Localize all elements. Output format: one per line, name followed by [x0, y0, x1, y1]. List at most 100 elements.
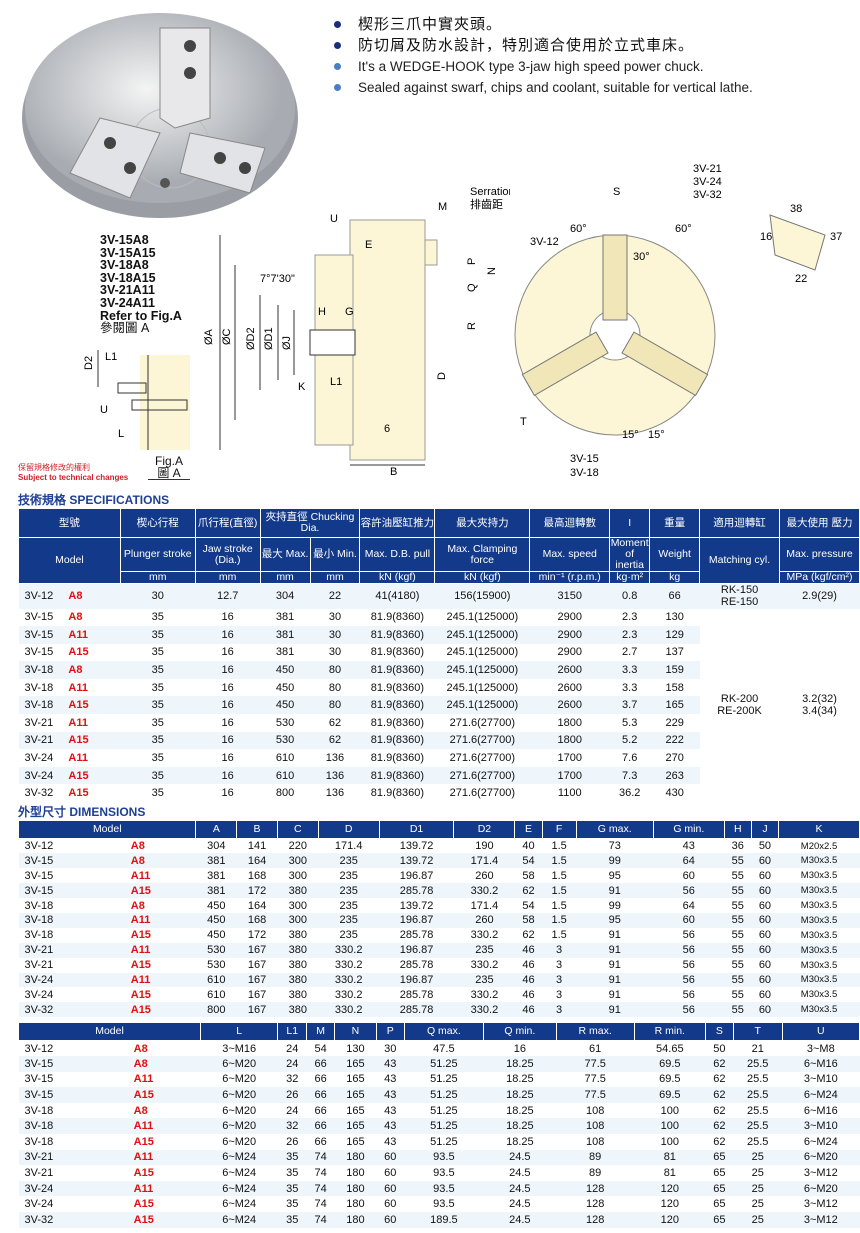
spec-cell: 81.9(8360) — [370, 681, 425, 694]
dimension-cell: 235 — [318, 912, 380, 928]
dimension-cell: 69.5 — [634, 1056, 706, 1072]
dimension-cell: 65 — [713, 1198, 726, 1211]
model-label: 3V-18A15 — [100, 270, 156, 285]
spec-cell: 2900 — [557, 611, 582, 624]
spec-cell: 16 — [195, 696, 261, 715]
max-pressure-cell: 3.2(32) 3.4(34) — [779, 608, 860, 803]
dimension-cell: 260 — [475, 869, 494, 882]
dimension-cell: 1.5 — [551, 929, 567, 942]
header-unit: mm — [259, 571, 311, 584]
drawing-label: ØA — [203, 328, 215, 345]
dimension-cell: 180 — [334, 1212, 377, 1228]
dimension-cell: 180 — [346, 1167, 365, 1180]
column-header: H — [723, 820, 752, 839]
drawing-label: 排齒距 — [470, 197, 503, 211]
dimension-cell: 25 — [733, 1212, 783, 1228]
max-pressure: 3.2(32) — [802, 693, 837, 706]
dimension-cell: 16 — [513, 1042, 526, 1055]
dimension-cell: 235 — [453, 942, 515, 958]
model-cell: 3V-18 — [18, 1118, 134, 1135]
dimension-cell: 55 — [731, 869, 744, 882]
dimension-cell: 62 — [705, 1118, 734, 1135]
matching-cyl: RK-200 — [720, 693, 759, 706]
dimension-cell: 25.5 — [747, 1104, 769, 1117]
dimension-cell: 6~M20 — [222, 1073, 257, 1086]
column-header: Q min. — [483, 1022, 557, 1041]
dimension-cell: 56 — [682, 988, 695, 1001]
spec-cell: 530 — [275, 716, 295, 729]
spec-cell: 81.9(8360) — [359, 766, 435, 785]
dimension-cell: 381 — [195, 853, 237, 869]
spec-cell: 30 — [328, 611, 342, 624]
dimension-cell: 171.4 — [334, 840, 363, 853]
drawing-label: D — [436, 372, 448, 380]
spec-cell: 430 — [665, 787, 684, 800]
spec-row: 3V-12 A8 30 12.7 304 22 41(4180) 156(15900) 3150… — [18, 583, 860, 609]
dimension-cell: 61 — [589, 1042, 602, 1055]
header-unit: mm — [194, 571, 261, 584]
header-unit: kg — [649, 571, 701, 584]
model-cell: 3V-32 — [24, 787, 54, 800]
dimension-cell: 108 — [585, 1104, 605, 1117]
spec-cell: 7.6 — [622, 752, 638, 765]
dimension-cell: M30x3.5 — [778, 972, 860, 988]
dimension-cell: 91 — [576, 883, 654, 899]
model-suffix: A15 — [133, 1135, 154, 1148]
dimension-cell: 380 — [288, 959, 307, 972]
dimension-cell: 35 — [286, 1167, 299, 1180]
model-suffix: A15 — [68, 731, 121, 750]
dimension-cell: 56 — [653, 972, 725, 988]
dimension-cell: 25.5 — [733, 1087, 783, 1103]
dimension-row: 3V-18 A15 450 172 380 235 285.78 330.2 62 1.5 91 56… — [19, 928, 860, 943]
dimension-cell: 167 — [236, 1002, 278, 1018]
spec-cell: 1800 — [529, 731, 610, 750]
header-zh: 容許油壓缸推力 — [359, 508, 436, 538]
model-cell: 3V-18 — [18, 912, 131, 928]
note-zh: 保留規格修改的權利 — [18, 463, 90, 472]
matching-cyl-cell: RK-150 RE-150 — [699, 583, 780, 609]
header-unit: MPa (kgf/cm²) — [779, 571, 860, 584]
dimension-cell: 35 — [277, 1212, 307, 1228]
column-header: P — [375, 1022, 405, 1041]
refer-label: Refer to Fig.A — [100, 308, 182, 323]
spec-cell: 35 — [120, 661, 196, 679]
dimension-cell: 1.5 — [551, 840, 567, 853]
spec-cell: 222 — [649, 731, 700, 750]
spec-cell: 800 — [275, 787, 295, 800]
spec-cell: 2.3 — [622, 611, 638, 624]
spec-cell: 136 — [310, 766, 360, 785]
drawing-label: ØJ — [281, 336, 293, 350]
dimension-cell: 3 — [556, 988, 563, 1001]
dimension-cell: 196.87 — [379, 942, 454, 958]
dimension-cell: 95 — [576, 912, 654, 928]
dimension-row: 3V-18 A15 6~M20 26 66 165 43 51.25 18.25 108 100 62… — [19, 1134, 860, 1150]
header-unit: kN (kgf) — [434, 571, 531, 584]
specifications-title: 技術規格 SPECIFICATIONS — [18, 493, 170, 507]
dimension-cell: 30 — [384, 1042, 397, 1055]
dimension-cell: M30x3.5 — [778, 942, 860, 958]
drawing-label: Serration Pitch — [470, 186, 510, 198]
spec-cell: 5.2 — [609, 731, 650, 750]
dimension-cell: 165 — [334, 1056, 377, 1072]
spec-cell: 7.3 — [609, 766, 650, 785]
drawing-label: L1 — [105, 351, 117, 363]
dimension-cell: 25 — [751, 1167, 764, 1180]
dimension-cell: 74 — [306, 1149, 335, 1166]
spec-cell: 35 — [120, 731, 196, 750]
spec-cell: 81.9(8360) — [370, 646, 425, 659]
model-suffix: A11 — [133, 1180, 201, 1197]
drawing-label: K — [298, 381, 306, 393]
dimension-cell: 93.5 — [433, 1167, 455, 1180]
dimension-cell: 43 — [376, 1118, 405, 1135]
spec-cell: 81.9(8360) — [370, 752, 425, 765]
model-suffix: A15 — [68, 787, 89, 800]
dimension-cell: 25 — [751, 1198, 764, 1211]
drawing-label: 7°7'30" — [260, 273, 295, 285]
header-zh: 適用迴轉缸 — [699, 508, 780, 538]
drawing-label: P — [466, 258, 478, 265]
spec-cell: 381 — [260, 626, 311, 644]
dimensions-table-1: Model A B C D D1 D2 E F G max. G min. H J K 3V-12 A8 304… — [17, 820, 860, 1018]
dimension-row: 3V-18 A11 6~M20 32 66 165 43 51.25 18.25 108 100 62… — [18, 1118, 860, 1135]
dimension-cell: 120 — [634, 1212, 706, 1228]
dimension-cell: 3~M10 — [782, 1118, 860, 1135]
